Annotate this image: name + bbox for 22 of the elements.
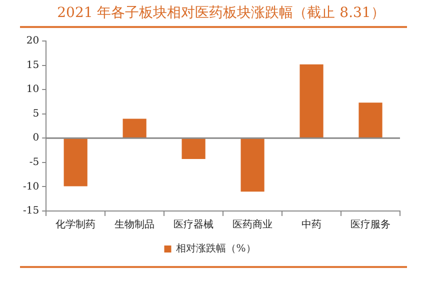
chart-title: 2021 年各子板块相对医药板块涨跌幅（截止 8.31） — [56, 4, 386, 22]
x-tick-label: 生物制品 — [114, 218, 155, 231]
y-tick-label: -10 — [22, 181, 40, 192]
x-tick-label: 医疗服务 — [350, 218, 391, 231]
bar — [182, 138, 206, 160]
x-tick-label: 化学制药 — [56, 218, 96, 231]
x-tick-label: 医药商业 — [232, 218, 273, 231]
x-tick-label: 中药 — [302, 218, 322, 231]
bar — [64, 138, 88, 186]
y-tick-label: 5 — [32, 108, 40, 120]
y-tick-label: -5 — [29, 157, 40, 168]
y-tick-label: 10 — [26, 84, 40, 96]
bar — [300, 64, 324, 138]
legend-label: 相对涨跌幅（%） — [176, 242, 256, 255]
y-tick-label: 15 — [26, 60, 40, 71]
bar — [240, 138, 264, 192]
y-tick-label: -15 — [22, 206, 40, 217]
y-tick-label: 0 — [32, 132, 40, 144]
x-tick-label: 医疗器械 — [174, 218, 214, 231]
y-tick-label: 20 — [26, 36, 40, 47]
bar — [122, 118, 146, 138]
bar — [358, 102, 382, 138]
